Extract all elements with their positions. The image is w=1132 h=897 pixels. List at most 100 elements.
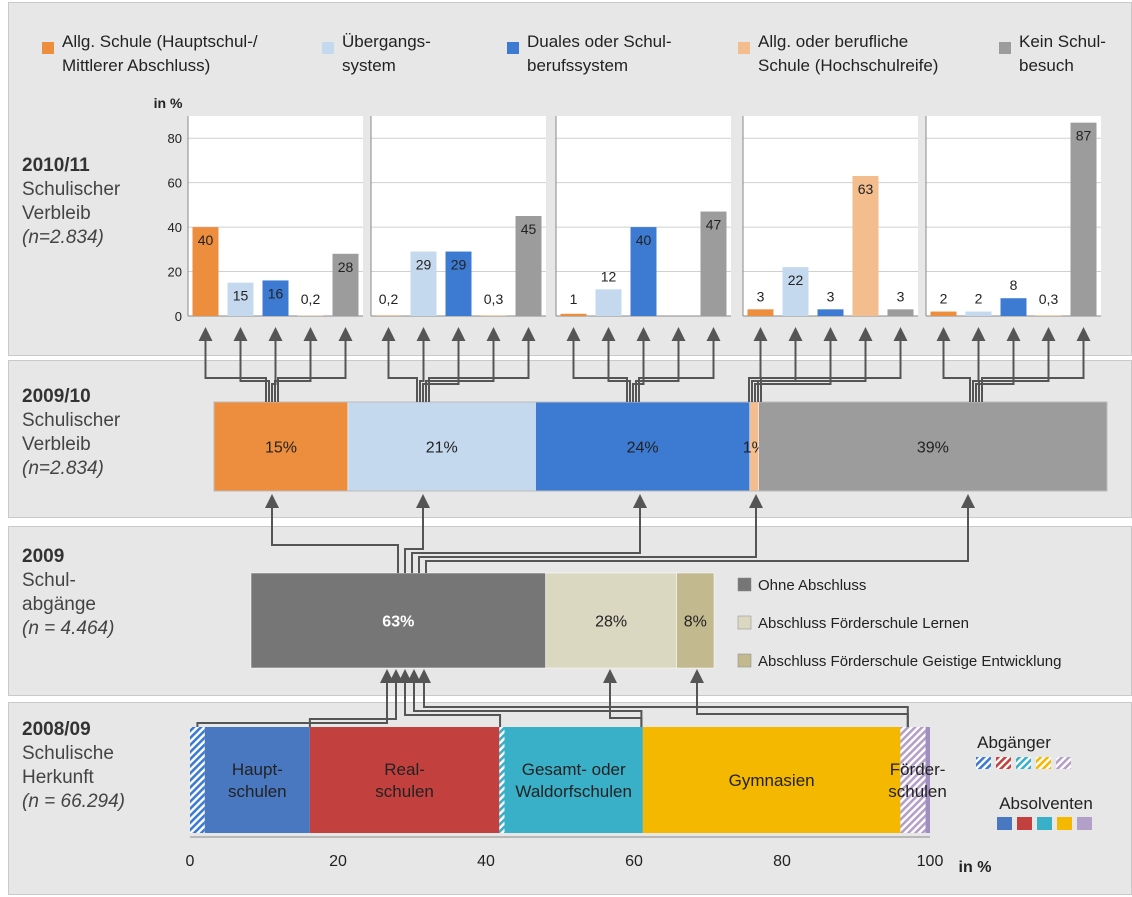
bar [410, 251, 437, 316]
segment-label: Förder-schulen [888, 760, 947, 801]
connector-arrow [978, 327, 1056, 402]
bar [192, 227, 219, 316]
y-axis-label: in % [154, 95, 183, 111]
y-tick-label: 40 [168, 220, 182, 235]
connector-arrow [428, 327, 536, 402]
row-line2: Herkunft [22, 767, 94, 788]
connector-arrow [416, 327, 431, 402]
segment-label: 63% [382, 614, 414, 631]
x-tick-label: 20 [329, 853, 347, 870]
bar [445, 251, 472, 316]
connector-arrow [566, 327, 628, 402]
x-tick-label: 100 [917, 853, 944, 870]
legend-swatch [1077, 817, 1092, 830]
row-line1: Schulischer [22, 179, 121, 200]
connector-arrow [398, 669, 502, 727]
bar-value-label: 63 [858, 181, 874, 197]
row-line1: Schul- [22, 570, 76, 591]
bar-value-label: 29 [416, 257, 432, 273]
bar-value-label: 40 [636, 232, 652, 248]
legend-item-kein-schulbesuch: Kein Schul- besuch [999, 30, 1106, 78]
row-n: (n = 66.294) [22, 791, 125, 812]
row-n: (n=2.834) [22, 458, 104, 479]
legend-swatch [737, 615, 752, 630]
bar-value-label: 1 [570, 291, 578, 307]
connector-arrow [603, 669, 643, 727]
x-axis-label: in % [959, 859, 992, 876]
connector-arrow [274, 327, 318, 402]
connector-arrow [981, 327, 1091, 402]
stacked-segment [758, 401, 1108, 492]
legend-item-duales-system: Duales oder Schul- berufssystem [507, 30, 672, 78]
row-label-2009-10: 2009/10 Schulischer Verbleib (n=2.834) [22, 385, 120, 481]
legend-item-hochschulreife: Allg. oder berufliche Schule (Hochschulr… [738, 30, 938, 78]
stacked-segment [213, 401, 349, 492]
row-year: 2009 [22, 546, 65, 567]
legend-swatch [507, 42, 519, 54]
x-tick-label: 0 [186, 853, 195, 870]
connector-arrow [233, 327, 270, 402]
connector-arrow [381, 327, 418, 402]
segment-label: 21% [426, 440, 458, 457]
bar-value-label: 0,3 [484, 291, 504, 307]
y-tick-label: 80 [168, 131, 182, 146]
bar [1070, 122, 1097, 317]
row-line1: Schulischer [22, 410, 121, 431]
connector-arrow [754, 327, 838, 402]
row-n: (n = 4.464) [22, 618, 115, 639]
stacked-segment [250, 572, 546, 669]
connector-arrow [277, 327, 353, 402]
bar-value-label: 0,3 [1039, 291, 1059, 307]
legend-label: Ohne Abschluss [758, 577, 866, 594]
stacked-segment [499, 727, 505, 833]
legend-swatch-hatched [1016, 757, 1031, 769]
y-tick-label: 20 [168, 265, 182, 280]
bar [332, 253, 359, 316]
legend-item-allg-schule: Allg. Schule (Hauptschul-/ Mittlerer Abs… [42, 30, 258, 78]
bar [965, 311, 992, 316]
bar-value-label: 47 [706, 217, 722, 233]
stacked-segment [676, 572, 715, 669]
connector-arrow [404, 494, 430, 573]
row-n: (n=2.834) [22, 227, 104, 248]
connector-arrow [418, 494, 763, 573]
segment-label: 15% [265, 440, 297, 457]
bar [887, 309, 914, 316]
stacked-segment [925, 727, 930, 833]
connector-arrow [422, 327, 466, 402]
legend-swatch [322, 42, 334, 54]
legend-swatch [737, 653, 752, 668]
bar [1035, 315, 1062, 316]
segment-label: 39% [917, 440, 949, 457]
connector-arrow [748, 327, 768, 402]
bar-value-label: 12 [601, 268, 617, 284]
bar-value-label: 16 [268, 285, 284, 301]
connector-arrow [638, 327, 721, 402]
bar-value-label: 3 [827, 288, 835, 304]
row-label-2010-11: 2010/11 Schulischer Verbleib (n=2.834) [22, 154, 120, 250]
bar-value-label: 28 [338, 259, 354, 275]
bar [1000, 298, 1027, 316]
row-label-2009: 2009 Schul- abgänge (n = 4.464) [22, 545, 114, 641]
legend-absolventen: Absolventen [999, 794, 1093, 813]
connector-arrow [417, 669, 909, 727]
legend-swatch-hatched [976, 757, 991, 769]
bar [930, 311, 957, 316]
legend-label: Abschluss Förderschule Geistige Entwickl… [758, 653, 1061, 670]
bar-value-label: 0,2 [301, 291, 321, 307]
bar [747, 309, 774, 316]
bar-value-label: 29 [451, 257, 467, 273]
x-tick-label: 60 [625, 853, 643, 870]
bar-value-label: 3 [757, 288, 765, 304]
bar [262, 280, 289, 316]
x-tick-label: 40 [477, 853, 495, 870]
bar-value-label: 2 [940, 291, 948, 307]
connector-arrow [690, 669, 909, 727]
y-tick-label: 60 [168, 176, 182, 191]
bar-value-label: 45 [521, 221, 537, 237]
bar [227, 282, 254, 316]
bar [700, 211, 727, 316]
legend-swatch [1057, 817, 1072, 830]
